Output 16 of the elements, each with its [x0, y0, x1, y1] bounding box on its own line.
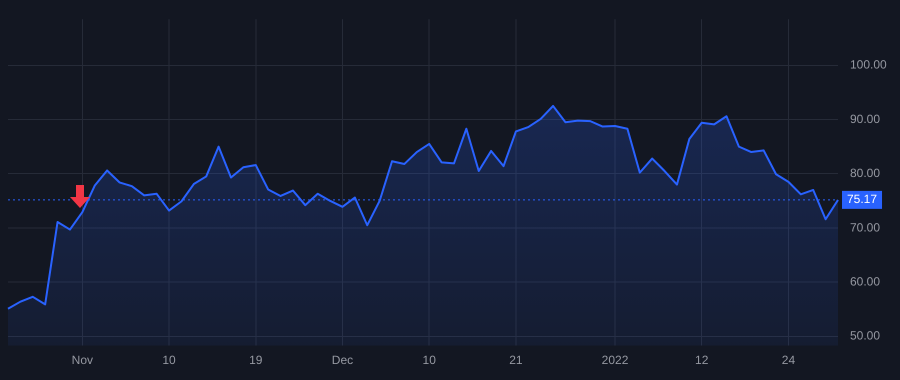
y-tick-label: 100.00 [850, 58, 888, 72]
y-tick-label: 60.00 [850, 274, 880, 288]
x-tick-label: 12 [695, 353, 709, 368]
y-tick-label: 70.00 [850, 220, 880, 234]
x-tick-label: 2022 [602, 353, 629, 368]
y-tick-label: 80.00 [850, 166, 880, 180]
x-tick-label: Nov [72, 353, 93, 368]
x-tick-label: 24 [782, 353, 796, 368]
x-tick-label: 19 [249, 353, 263, 368]
ref-line-label: 75.17 [847, 192, 878, 206]
y-tick-label: 50.00 [850, 328, 880, 343]
x-tick-label: 10 [162, 353, 176, 368]
x-tick-label: 10 [422, 353, 436, 368]
x-tick-label: 21 [509, 353, 523, 368]
x-tick-label: Dec [332, 353, 354, 368]
y-tick-label: 90.00 [850, 112, 880, 126]
